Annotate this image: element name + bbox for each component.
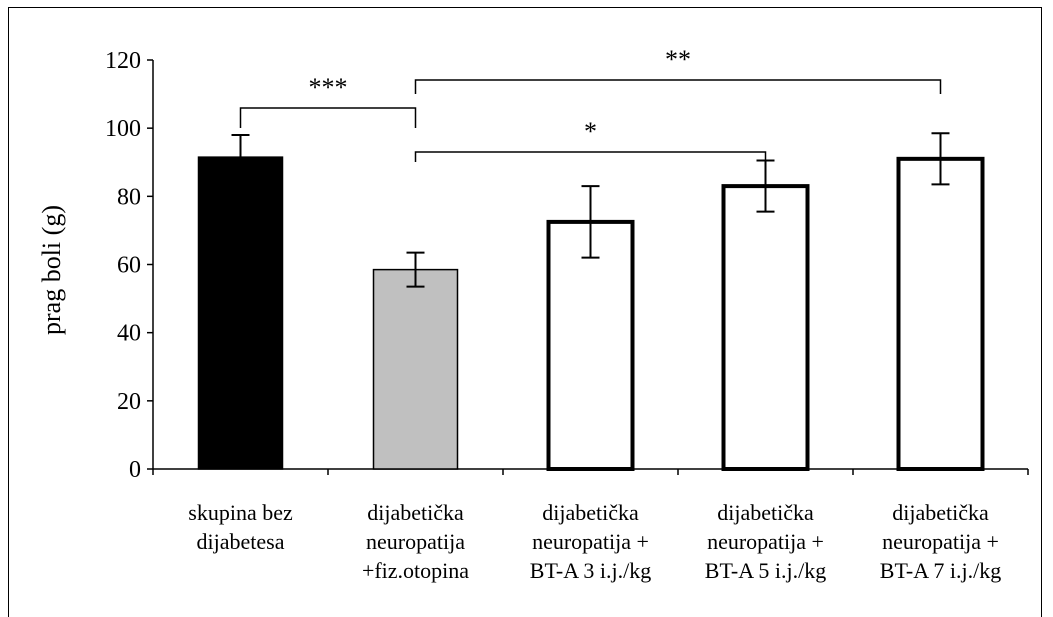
category-label-line: +fiz.otopina	[362, 558, 469, 583]
bars	[197, 156, 985, 471]
y-axis-label: prag boli (g)	[37, 205, 66, 335]
category-label-line: neuropatija	[366, 529, 465, 554]
y-tick-label: 80	[117, 184, 141, 210]
category-label-line: BT-A 3 i.j./kg	[530, 558, 651, 583]
y-tick-label: 0	[129, 457, 141, 483]
significance-label: *	[584, 117, 597, 146]
bar	[372, 268, 459, 470]
bar	[546, 219, 635, 471]
category-label-line: BT-A 7 i.j./kg	[880, 558, 1001, 583]
category-labels: skupina bez dijabetesa dijabetička neuropat…	[188, 500, 1001, 583]
y-tick-label: 40	[117, 321, 141, 347]
significance-bracket	[239, 107, 417, 128]
category-label-line: skupina bez	[188, 500, 293, 525]
significance-label: ***	[309, 73, 348, 102]
chart-frame	[8, 7, 1042, 617]
category-label-line: dijabetička	[367, 500, 464, 525]
category-label-line: dijabetička	[892, 500, 989, 525]
bar	[721, 184, 810, 471]
category-label: dijabetička neuropatija + BT-A 7 i.j./kg	[880, 500, 1001, 583]
category-label: dijabetička neuropatija + BT-A 5 i.j./kg	[705, 500, 826, 583]
category-label-line: neuropatija +	[882, 529, 999, 554]
category-label-line: neuropatija +	[532, 529, 649, 554]
y-tick-label: 20	[117, 389, 141, 415]
category-label: dijabetička neuropatija + BT-A 3 i.j./kg	[530, 500, 651, 583]
error-bars	[231, 132, 950, 288]
category-label-line: dijabetesa	[197, 529, 285, 554]
y-tick-label: 120	[105, 48, 141, 74]
category-label-line: neuropatija +	[707, 529, 824, 554]
significance-bracket	[414, 79, 942, 94]
category-label: skupina bez dijabetesa	[188, 500, 293, 554]
category-label-line: dijabetička	[542, 500, 639, 525]
y-axis: 0 20 40 60 80 100 120	[105, 48, 1029, 483]
y-tick-label: 60	[117, 253, 141, 279]
y-tick-label: 100	[105, 116, 141, 142]
significance-brackets: ******	[239, 45, 942, 162]
category-label-line: BT-A 5 i.j./kg	[705, 558, 826, 583]
significance-bracket	[414, 151, 767, 162]
bar	[197, 156, 284, 470]
category-label-line: dijabetička	[717, 500, 814, 525]
bar	[896, 156, 985, 471]
significance-label: **	[665, 45, 691, 74]
category-label: dijabetička neuropatija +fiz.otopina	[362, 500, 469, 583]
